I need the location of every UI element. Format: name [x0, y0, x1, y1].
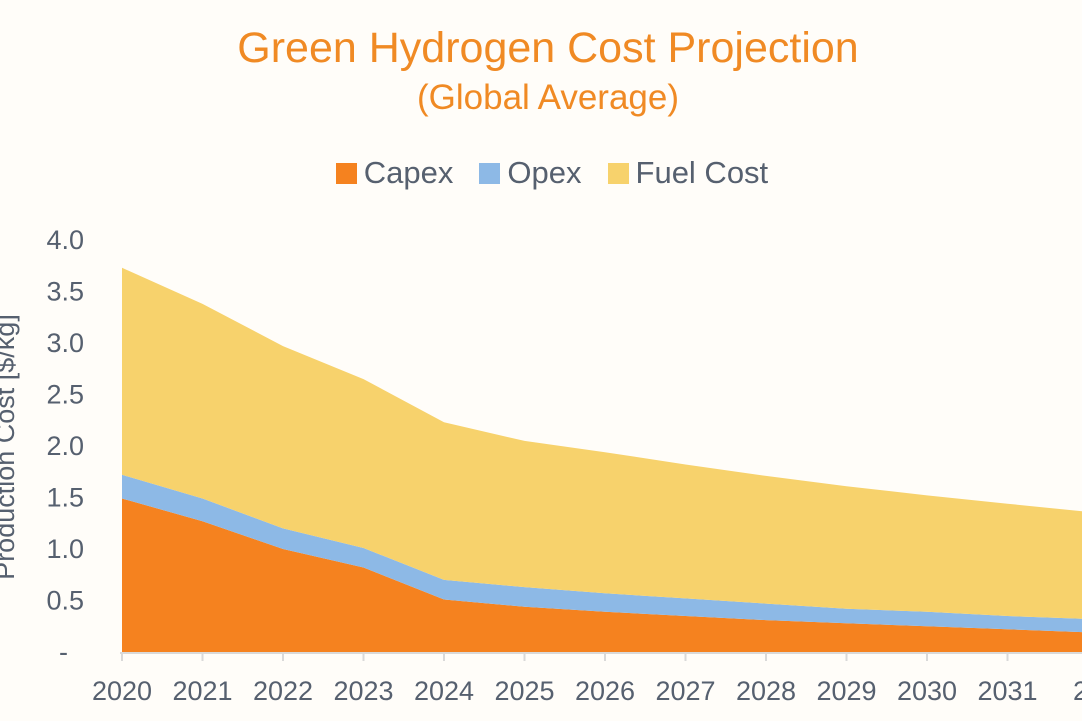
chart-title: Green Hydrogen Cost Projection	[237, 24, 859, 72]
legend-swatch-capex	[335, 162, 357, 184]
legend-swatch-opex	[479, 162, 501, 184]
y-tick-label: 4.0	[46, 225, 84, 255]
x-tick-label: 2020	[92, 676, 152, 706]
x-tick-label: 2026	[575, 676, 635, 706]
y-tick-label: 1.5	[46, 483, 84, 513]
area-capex	[122, 498, 1082, 652]
y-axis-label: Production Cost [$/kg]	[0, 314, 20, 580]
x-axis-ticks: 2020 2021 2022 2023 2024 2025 2026 2027 2028 2029…	[92, 653, 1082, 706]
y-tick-label: 3.0	[46, 328, 84, 358]
y-axis-ticks: - 0.5 1.0 1.5 2.0 2.5 3.0 3.5 4.0	[46, 225, 84, 667]
legend-label-opex: Opex	[507, 155, 582, 190]
x-tick-label: 2025	[494, 676, 554, 706]
y-tick-label: 1.0	[46, 534, 84, 564]
legend-label-fuel-cost: Fuel Cost	[635, 155, 769, 190]
stacked-areas	[122, 267, 1082, 652]
y-tick-label: 0.5	[46, 586, 84, 616]
x-tick-label: 2029	[816, 676, 876, 706]
x-tick-label: 2030	[897, 676, 957, 706]
x-tick-label: 2022	[253, 676, 313, 706]
y-tick-label: 2.5	[46, 380, 84, 410]
legend-item-opex: Opex	[479, 155, 582, 191]
legend: Capex Opex Fuel Cost	[0, 155, 1082, 191]
x-tick-label: 2031	[977, 676, 1037, 706]
y-tick-label: 2.0	[46, 431, 84, 461]
x-tick-label: 2027	[655, 676, 715, 706]
x-tick-label: 2024	[414, 676, 474, 706]
legend-swatch-fuel-cost	[607, 162, 629, 184]
x-tick-label: 2021	[172, 676, 232, 706]
legend-item-capex: Capex	[335, 155, 454, 191]
legend-label-capex: Capex	[363, 155, 454, 190]
area-opex	[122, 474, 1082, 633]
chart-subtitle: (Global Average)	[416, 78, 679, 117]
y-tick-label: 3.5	[46, 277, 84, 307]
legend-item-fuel-cost: Fuel Cost	[607, 155, 769, 191]
area-fuel-cost	[122, 267, 1082, 619]
x-tick-label: 2023	[333, 676, 393, 706]
y-tick-label: -	[59, 637, 68, 667]
x-tick-label: 2028	[736, 676, 796, 706]
x-tick-label: 20	[1073, 676, 1082, 706]
